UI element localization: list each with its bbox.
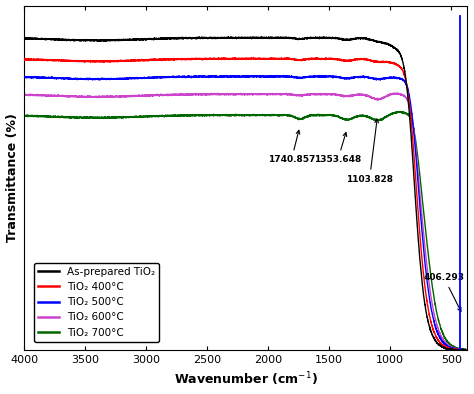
Text: 406.293: 406.293	[423, 273, 465, 311]
Text: 1103.828: 1103.828	[346, 119, 393, 184]
Legend: As-prepared TiO₂, TiO₂ 400°C, TiO₂ 500°C, TiO₂ 600°C, TiO₂ 700°C: As-prepared TiO₂, TiO₂ 400°C, TiO₂ 500°C…	[34, 263, 159, 342]
X-axis label: Wavenumber (cm$^{-1}$): Wavenumber (cm$^{-1}$)	[173, 371, 318, 388]
Text: 1353.648: 1353.648	[314, 132, 361, 164]
Y-axis label: Transmittance (%): Transmittance (%)	[6, 113, 18, 242]
Text: 1740.857: 1740.857	[268, 130, 315, 164]
